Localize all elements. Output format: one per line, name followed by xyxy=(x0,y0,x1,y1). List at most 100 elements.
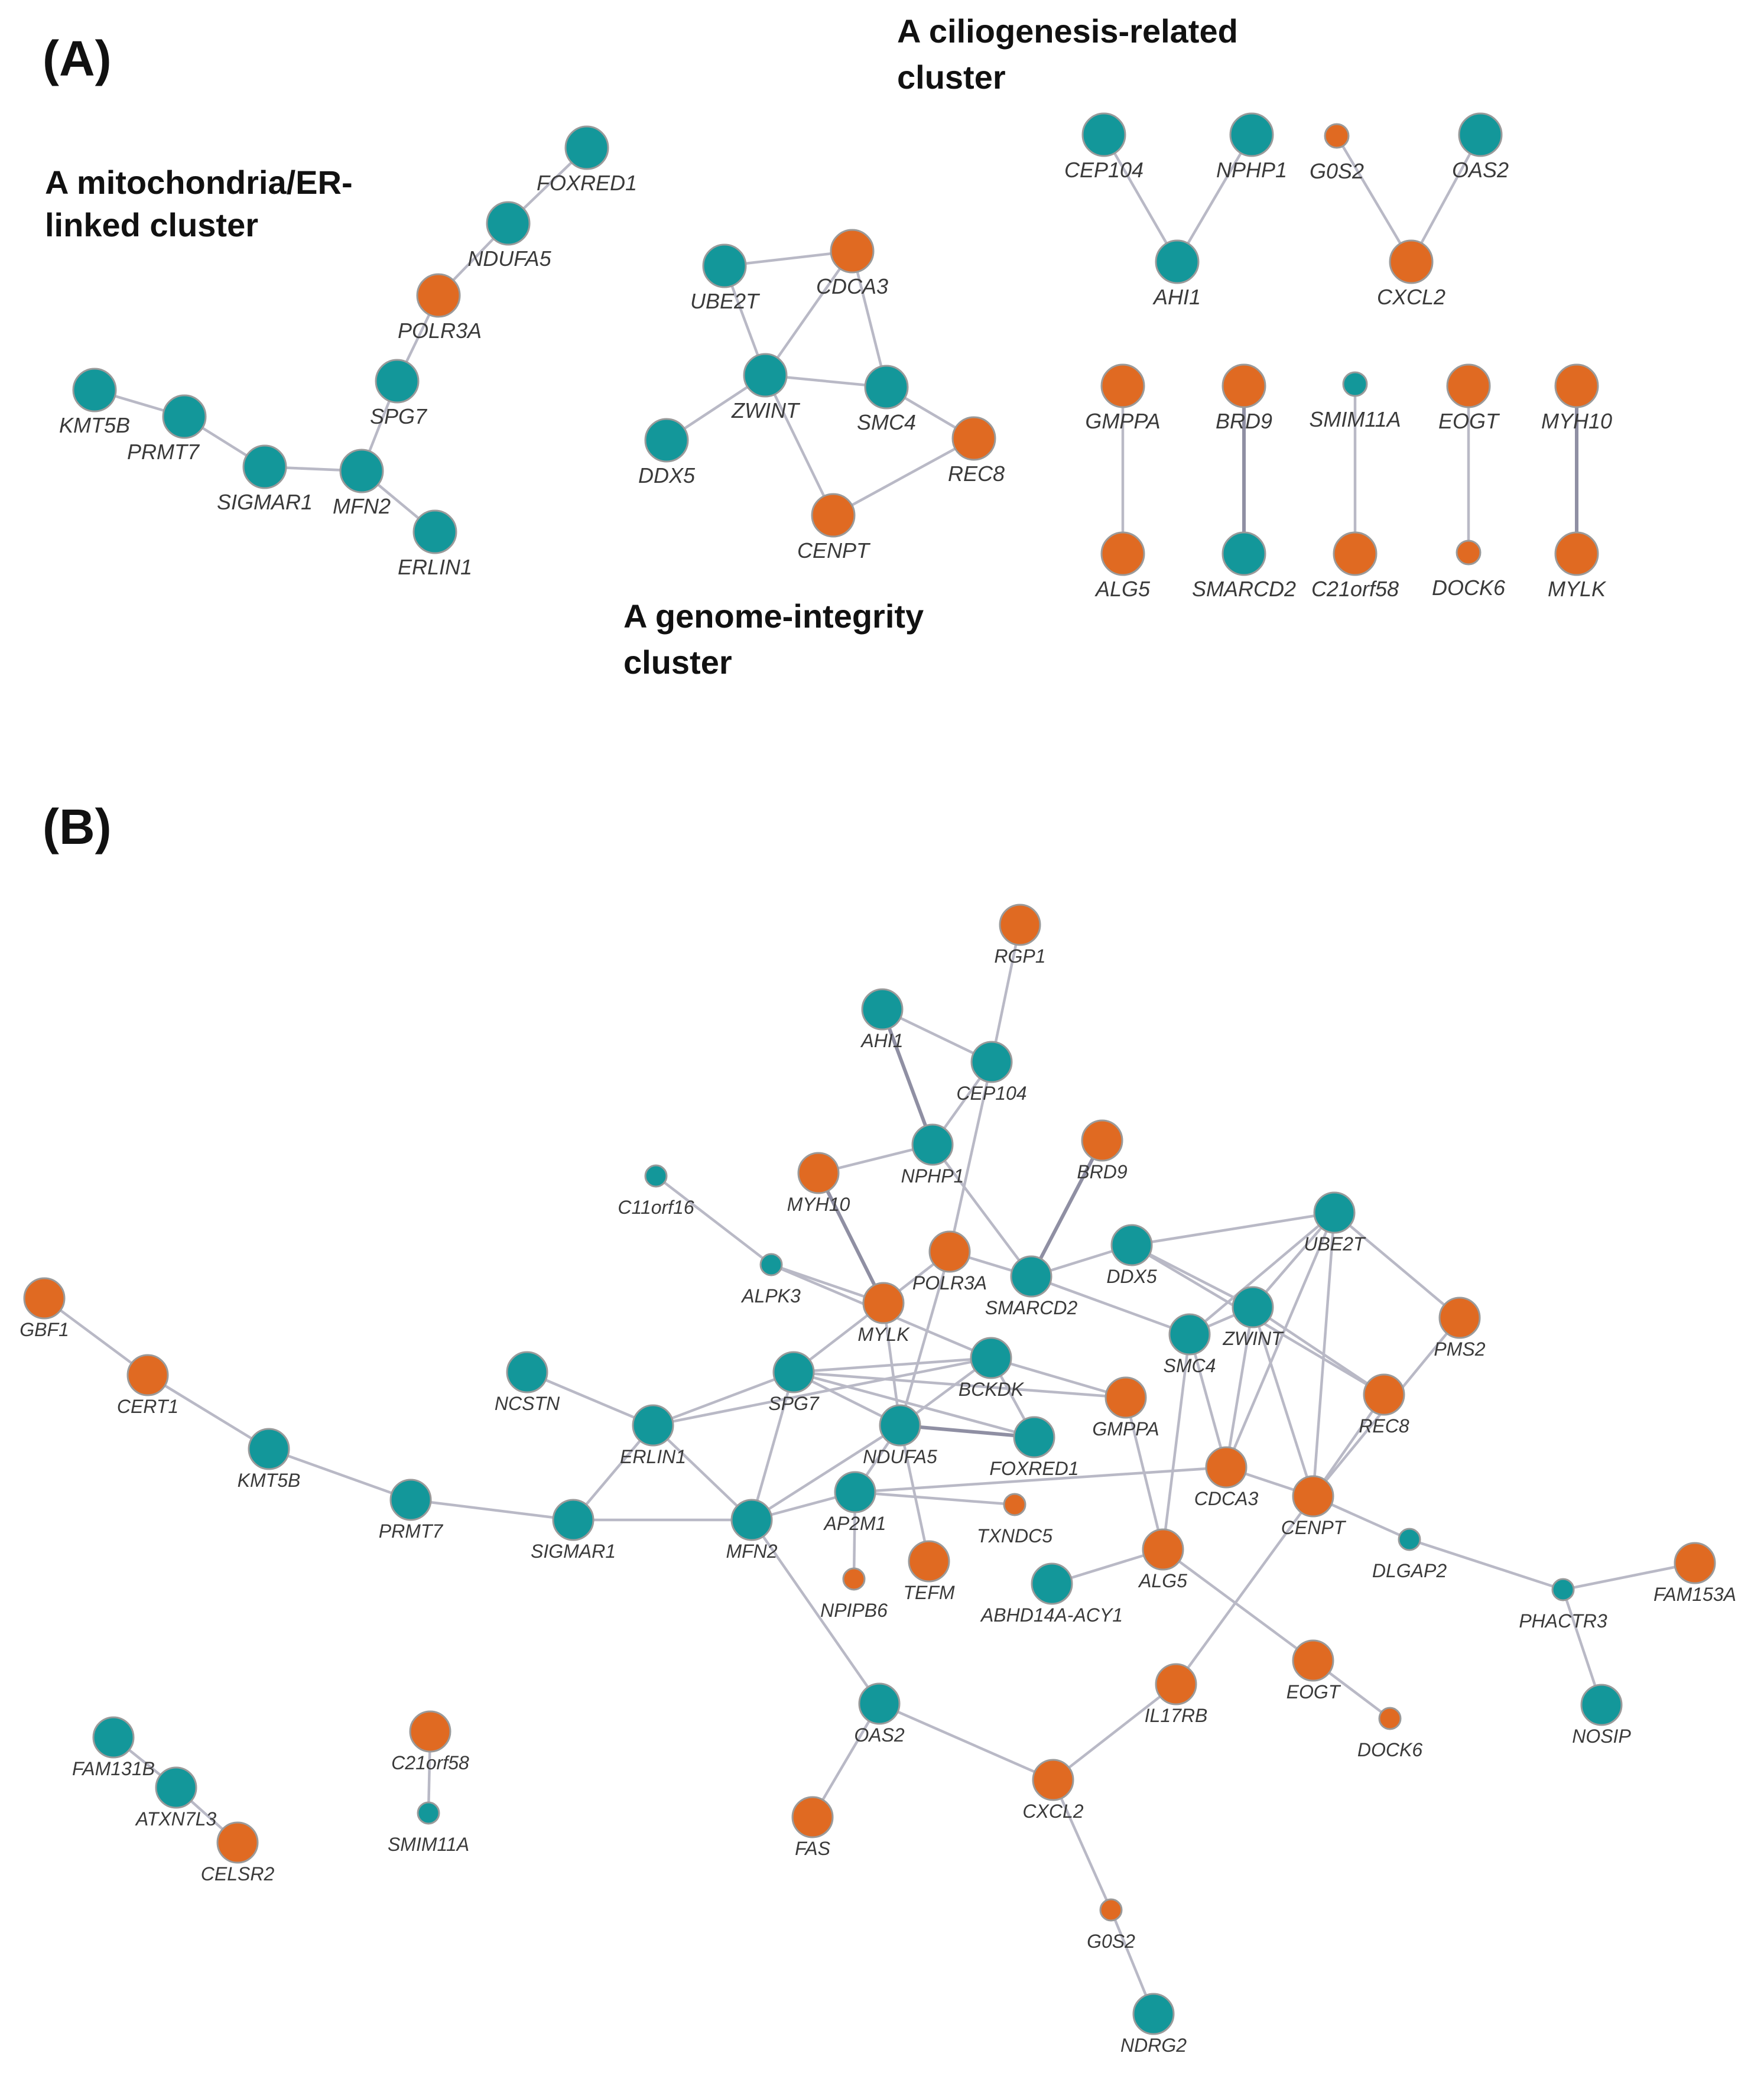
node-circle-cep104 xyxy=(970,1041,1013,1083)
node-gmppa: GMPPA xyxy=(1092,1376,1159,1440)
node-circle-c21orf58 xyxy=(409,1710,451,1753)
node-kmt5b: KMT5B xyxy=(59,368,130,437)
node-label-smarcd2: SMARCD2 xyxy=(1192,577,1296,601)
edge-spg7-bckdk xyxy=(793,1356,992,1374)
node-circle-sigmar1 xyxy=(552,1499,595,1541)
node-circle-alg5 xyxy=(1142,1528,1184,1571)
node-label-nosip: NOSIP xyxy=(1572,1726,1631,1747)
edge-cdca3-smc4 xyxy=(850,251,888,388)
node-brd9: BRD9 xyxy=(1216,363,1272,433)
edge-phactr3-fam153a xyxy=(1562,1561,1695,1591)
node-txndc5: TXNDC5 xyxy=(977,1493,1052,1547)
node-ahi1: AHI1 xyxy=(1152,239,1201,309)
node-label-g0s2: G0S2 xyxy=(1087,1931,1135,1952)
node-circle-alg5 xyxy=(1100,531,1145,576)
node-mylk: MYLK xyxy=(857,1282,910,1345)
node-il17rb: IL17RB xyxy=(1145,1663,1207,1726)
node-circle-gmppa xyxy=(1104,1376,1147,1419)
node-ndufa5: NDUFA5 xyxy=(467,201,552,271)
node-label-myh10: MYH10 xyxy=(787,1194,850,1215)
node-sigmar1: SIGMAR1 xyxy=(531,1499,616,1562)
edge-smc4-alg5 xyxy=(1161,1334,1191,1550)
node-circle-kmt5b xyxy=(248,1428,290,1470)
node-circle-ahi1 xyxy=(861,988,904,1031)
node-label-foxred1: FOXRED1 xyxy=(537,171,637,195)
node-circle-ube2t xyxy=(702,243,747,288)
node-label-dock6: DOCK6 xyxy=(1357,1739,1422,1760)
node-circle-mfn2 xyxy=(339,449,384,493)
node-label-dlgap2: DLGAP2 xyxy=(1372,1560,1447,1581)
node-circle-gmppa xyxy=(1100,363,1145,408)
edge-nphp1-smarcd2 xyxy=(931,1143,1032,1278)
edge-gmppa-alg5 xyxy=(1124,1397,1165,1550)
node-label-npipb6: NPIPB6 xyxy=(820,1600,888,1621)
edge-smc4-cdca3 xyxy=(1188,1334,1228,1468)
node-rgp1: RGP1 xyxy=(994,904,1046,967)
node-label-eogt: EOGT xyxy=(1438,409,1500,433)
node-label-smarcd2: SMARCD2 xyxy=(985,1297,1078,1318)
node-circle-dlgap2 xyxy=(1398,1528,1421,1551)
edge-mfn2-ndufa5 xyxy=(751,1424,901,1521)
node-label-cenpt: CENPT xyxy=(797,538,871,563)
node-gmppa: GMPPA xyxy=(1085,363,1161,433)
node-circle-cert1 xyxy=(126,1354,169,1396)
node-polr3a: POLR3A xyxy=(912,1230,987,1294)
node-label-ncstn: NCSTN xyxy=(495,1393,560,1414)
node-label-mfn2: MFN2 xyxy=(333,494,391,518)
node-circle-brd9 xyxy=(1222,363,1266,408)
edge-rec8-cenpt xyxy=(832,437,975,516)
node-circle-c11orf16 xyxy=(644,1164,668,1188)
node-circle-rec8 xyxy=(1363,1373,1405,1416)
node-label-oas2: OAS2 xyxy=(854,1724,905,1746)
node-circle-cxcl2 xyxy=(1032,1759,1074,1801)
node-circle-cenpt xyxy=(811,493,856,538)
edge-oas2-cxcl2 xyxy=(879,1702,1054,1782)
edge-ap2m1-txndc5 xyxy=(855,1490,1015,1506)
node-circle-g0s2 xyxy=(1099,1898,1123,1922)
node-smim11a: SMIM11A xyxy=(388,1801,469,1855)
node-circle-abhd14a-acy1 xyxy=(1031,1562,1073,1605)
node-smim11a: SMIM11A xyxy=(1309,371,1401,431)
node-cdca3: CDCA3 xyxy=(1194,1446,1258,1509)
node-foxred1: FOXRED1 xyxy=(989,1416,1079,1479)
node-label-mylk: MYLK xyxy=(857,1324,910,1345)
node-smarcd2: SMARCD2 xyxy=(985,1255,1078,1318)
node-label-dock6: DOCK6 xyxy=(1432,576,1506,600)
node-label-c21orf58: C21orf58 xyxy=(1311,577,1399,601)
node-foxred1: FOXRED1 xyxy=(537,125,637,195)
node-circle-phactr3 xyxy=(1551,1578,1575,1601)
node-ddx5: DDX5 xyxy=(1106,1224,1157,1287)
node-label-alpk3: ALPK3 xyxy=(740,1285,801,1307)
node-circle-cdca3 xyxy=(1205,1446,1248,1489)
node-label-c11orf16: C11orf16 xyxy=(618,1197,694,1218)
node-label-mylk: MYLK xyxy=(1548,577,1607,601)
node-circle-brd9 xyxy=(1081,1119,1123,1162)
panel-a-nodes: FOXRED1 NDUFA5 POLR3A SPG7 KMT5B PRMT7 SIGMAR1… xyxy=(59,112,1612,601)
node-label-mfn2: MFN2 xyxy=(726,1541,777,1562)
node-cep104: CEP104 xyxy=(956,1041,1027,1104)
cluster-title-cilia-line1: A ciliogenesis-related xyxy=(897,12,1238,50)
edge-ndufa5-foxred1 xyxy=(899,1424,1035,1439)
node-label-nphp1: NPHP1 xyxy=(1216,158,1287,182)
node-label-myh10: MYH10 xyxy=(1541,409,1612,433)
edge-cert1-kmt5b xyxy=(147,1374,270,1450)
node-polr3a: POLR3A xyxy=(398,273,482,343)
node-label-erlin1: ERLIN1 xyxy=(398,555,472,579)
node-label-zwint: ZWINT xyxy=(731,398,801,423)
node-prmt7: PRMT7 xyxy=(379,1479,443,1542)
node-ube2t: UBE2T xyxy=(690,243,761,313)
node-circle-tefm xyxy=(908,1540,950,1583)
node-circle-dock6 xyxy=(1456,540,1482,566)
node-myh10: MYH10 xyxy=(1541,363,1612,433)
node-circle-mylk xyxy=(1554,531,1599,576)
edge-ncstn-erlin1 xyxy=(527,1370,654,1427)
panel-b-label: (B) xyxy=(43,799,112,855)
node-label-c21orf58: C21orf58 xyxy=(391,1752,469,1773)
node-circle-smc4 xyxy=(864,365,909,410)
node-zwint: ZWINT xyxy=(731,353,801,423)
node-ap2m1: AP2M1 xyxy=(823,1471,886,1534)
node-circle-polr3a xyxy=(416,273,461,318)
node-alg5: ALG5 xyxy=(1094,531,1151,601)
node-label-polr3a: POLR3A xyxy=(398,319,482,343)
node-phactr3: PHACTR3 xyxy=(1519,1578,1607,1632)
